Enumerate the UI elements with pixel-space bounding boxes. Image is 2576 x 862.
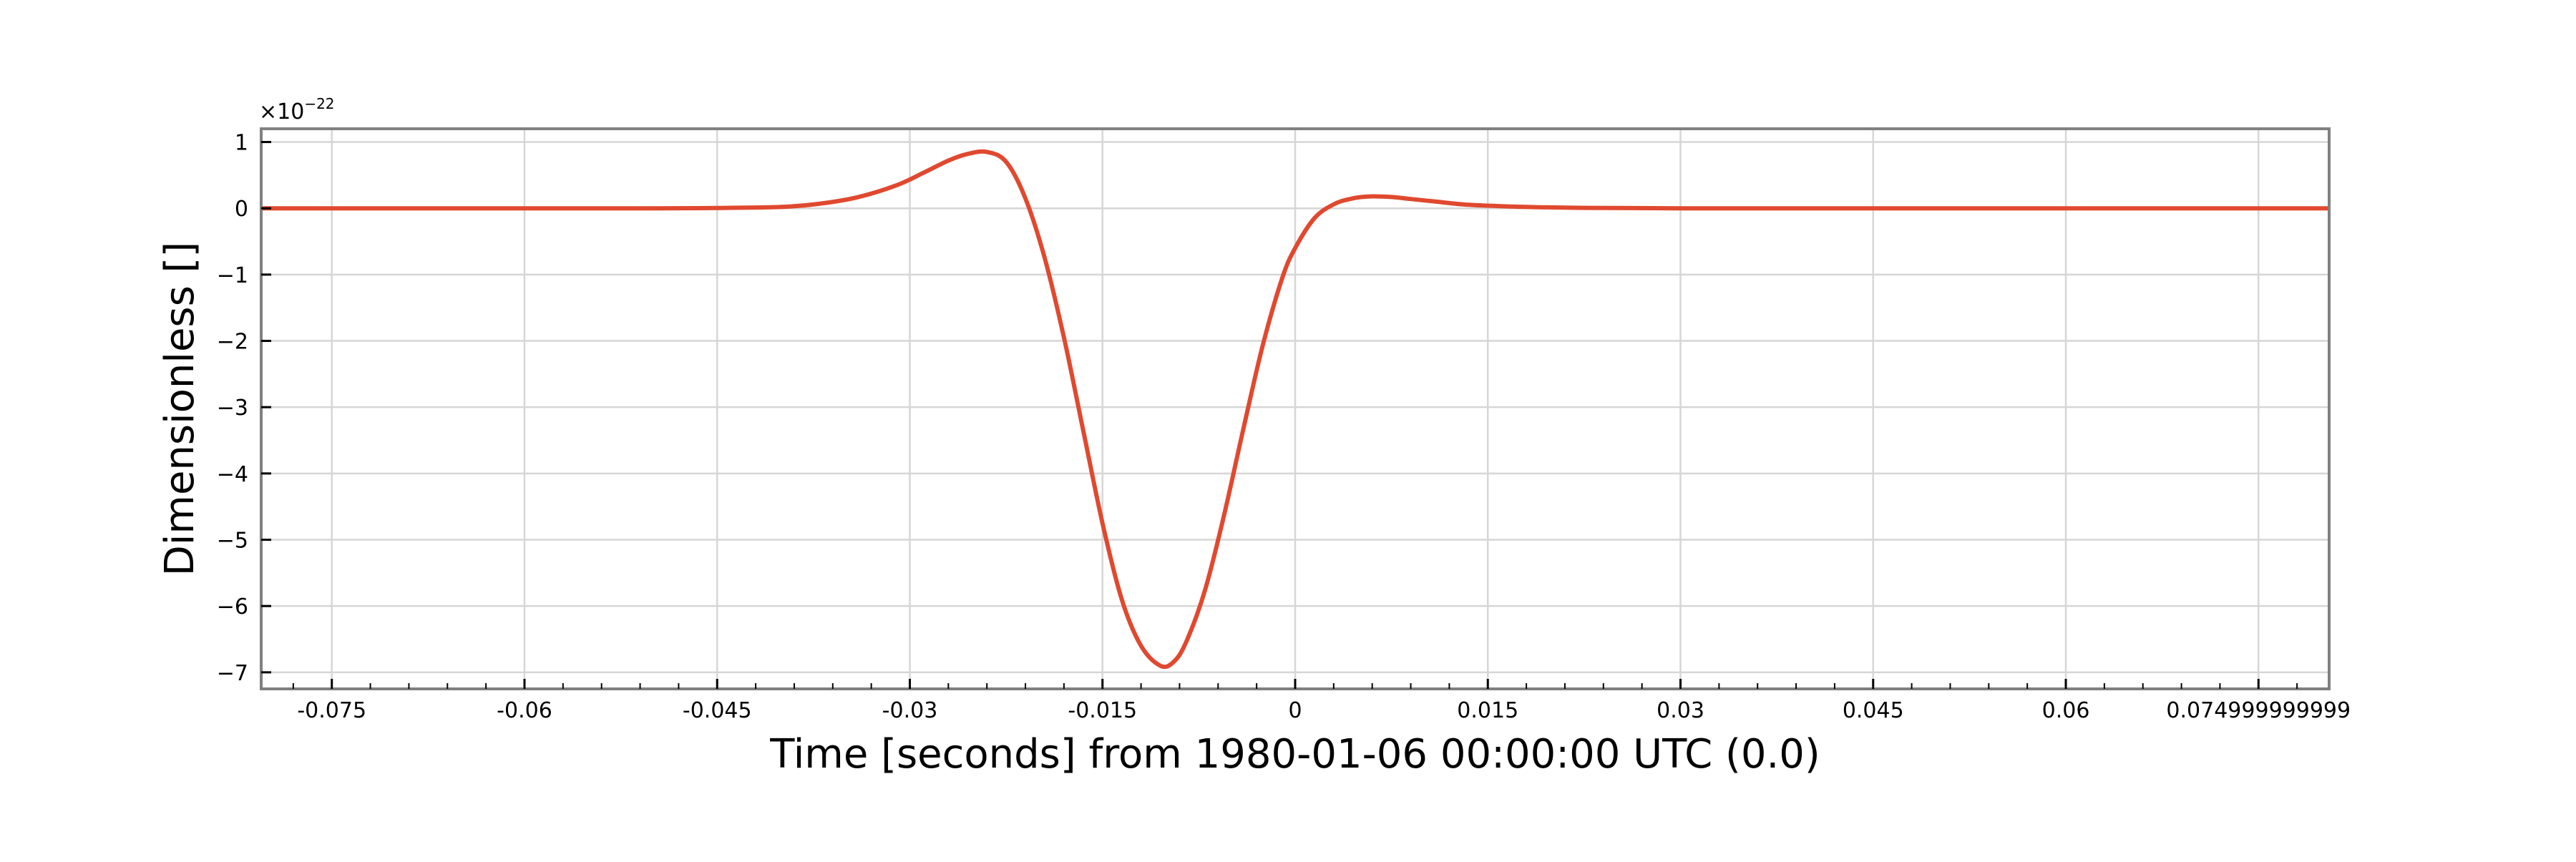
y-tick-label: −2: [217, 330, 248, 355]
series-line: [260, 149, 2329, 670]
y-tick-label: −1: [217, 263, 248, 288]
y-multiplier-exponent: −22: [304, 95, 334, 112]
x-tick-label: -0.015: [1068, 698, 1137, 723]
x-tick-label: -0.045: [683, 698, 752, 723]
tick-labels: -0.075 -0.06 -0.045 -0.03 -0.015 0 0.015 0.03 0.…: [217, 131, 2351, 723]
x-tick-label: 0: [1288, 698, 1302, 723]
x-tick-label: 0.045: [1843, 698, 1904, 723]
x-tick-label: 0.074999999999: [2166, 698, 2351, 723]
y-axis-label: Dimensionless []: [157, 242, 203, 577]
y-tick-label: −3: [217, 396, 248, 421]
x-tick-label: 0.015: [1457, 698, 1518, 723]
x-tick-label: -0.06: [497, 698, 552, 723]
y-tick-label: −5: [217, 529, 248, 554]
x-tick-label: -0.03: [882, 698, 938, 723]
y-tick-label: −4: [217, 462, 248, 487]
x-tick-label: -0.075: [297, 698, 366, 723]
y-multiplier-base: ×10: [259, 99, 304, 124]
grid: [261, 129, 2329, 689]
x-axis-label: Time [seconds] from 1980-01-06 00:00:00 …: [769, 731, 1820, 778]
y-tick-label: −6: [217, 594, 248, 619]
y-axis-multiplier: ×10−22: [259, 95, 335, 124]
series-layer: [260, 149, 2329, 670]
x-tick-label: 0.06: [2042, 698, 2090, 723]
y-tick-label: 1: [235, 131, 248, 156]
ticks: [261, 141, 2298, 689]
x-tick-label: 0.03: [1657, 698, 1704, 723]
y-tick-label: 0: [235, 197, 248, 222]
y-tick-label: −7: [217, 661, 248, 686]
